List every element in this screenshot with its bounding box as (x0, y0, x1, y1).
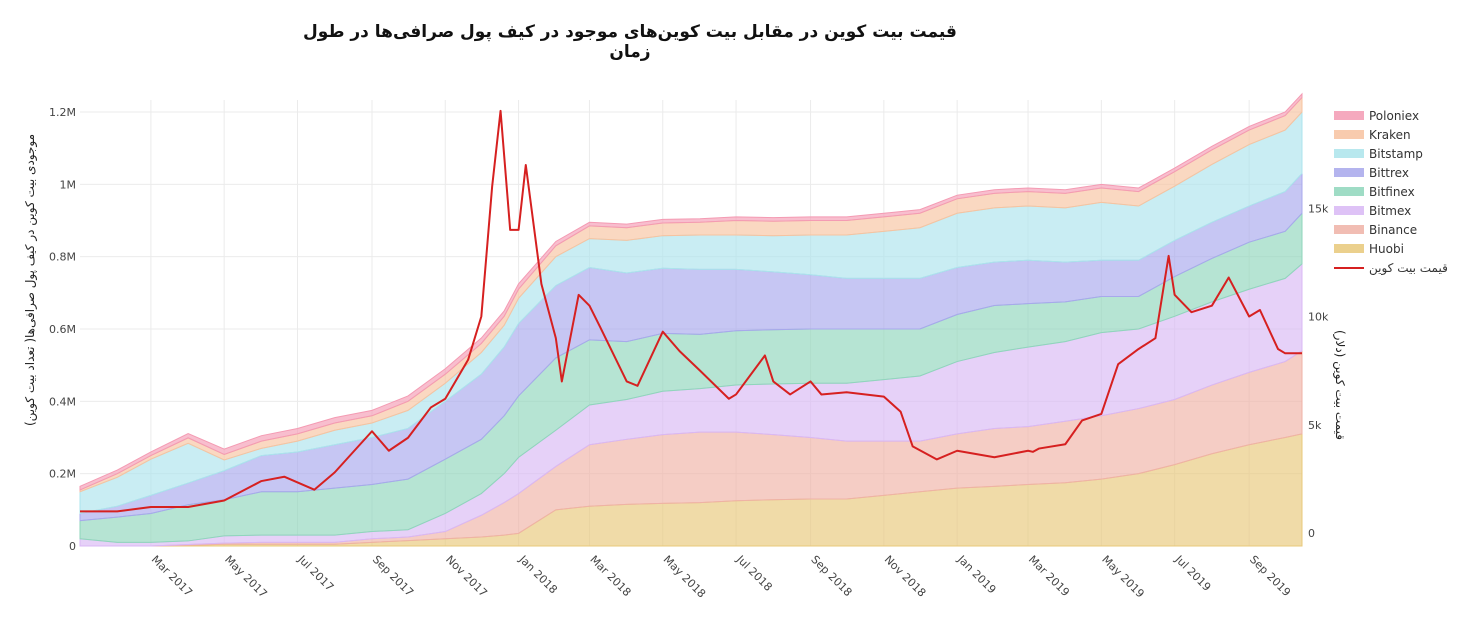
legend: Poloniex Kraken Bitstamp Bittrex Bitfinex Bit… (1334, 106, 1448, 277)
legend-label: Bitfinex (1369, 184, 1415, 199)
legend-item-bitfinex[interactable]: Bitfinex (1334, 182, 1448, 201)
x-tick-label: Jul 2018 (733, 552, 775, 594)
legend-label: Bittrex (1369, 165, 1409, 180)
x-tick-label: Jan 2019 (954, 552, 998, 596)
x-tick-label: May 2018 (661, 553, 709, 601)
area-series-group (79, 92, 1303, 547)
y-left-tick-label: 0.2M (49, 468, 76, 481)
x-tick-label: Sep 2018 (808, 553, 854, 599)
y-left-tick-label: 1.2M (49, 106, 76, 119)
legend-item-poloniex[interactable]: Poloniex (1334, 106, 1448, 125)
area-poloniex (79, 92, 1303, 491)
price-series-group (80, 109, 1302, 513)
legend-label: Bitstamp (1369, 146, 1423, 161)
legend-swatch (1334, 187, 1364, 196)
x-tick-label: Jan 2018 (516, 552, 560, 596)
legend-item-price[interactable]: قیمت بیت کوین (1334, 258, 1448, 277)
legend-label: قیمت بیت کوین (1369, 260, 1448, 275)
legend-line-swatch (1334, 266, 1364, 269)
chart-title: قیمت بیت کوین در مقابل بیت کوین‌های موجو… (303, 22, 957, 62)
x-tick-label: Nov 2017 (443, 553, 490, 600)
legend-swatch (1334, 111, 1364, 120)
x-tick-label: Nov 2018 (882, 553, 929, 600)
legend-label: Binance (1369, 222, 1418, 237)
legend-swatch (1334, 149, 1364, 158)
legend-item-bittrex[interactable]: Bittrex (1334, 163, 1448, 182)
legend-swatch (1334, 244, 1364, 253)
legend-label: Huobi (1369, 241, 1404, 256)
y-right-tick-label: 15k (1308, 202, 1329, 215)
y-left-tick-label: 0 (69, 540, 76, 553)
legend-label: Kraken (1369, 127, 1411, 142)
y-right-tick-label: 10k (1308, 311, 1329, 324)
y-axis-right-ticks: 0 5k 10k 15k (1308, 202, 1329, 540)
legend-swatch (1334, 168, 1364, 177)
x-tick-label: Mar 2019 (1026, 553, 1072, 599)
x-tick-label: Jul 2017 (295, 552, 337, 594)
y-right-tick-label: 0 (1308, 527, 1315, 540)
legend-item-huobi[interactable]: Huobi (1334, 239, 1448, 258)
y-left-tick-label: 0.4M (49, 395, 76, 408)
legend-item-binance[interactable]: Binance (1334, 220, 1448, 239)
x-tick-label: May 2019 (1099, 553, 1147, 601)
legend-swatch (1334, 225, 1364, 234)
legend-swatch (1334, 130, 1364, 139)
x-tick-label: May 2017 (222, 553, 270, 601)
legend-item-kraken[interactable]: Kraken (1334, 125, 1448, 144)
x-tick-label: Sep 2017 (370, 553, 416, 599)
x-tick-label: Mar 2018 (587, 553, 633, 599)
x-tick-label: Mar 2017 (149, 553, 195, 599)
y-left-tick-label: 0.6M (49, 323, 76, 336)
legend-label: Bitmex (1369, 203, 1412, 218)
y-left-tick-label: 1M (60, 178, 77, 191)
y-axis-left-ticks: 0 0.2M 0.4M 0.6M 0.8M 1M 1.2M (49, 106, 76, 553)
x-axis-ticks: Mar 2017 May 2017 Jul 2017 Sep 2017 Nov 2017… (149, 552, 1293, 600)
x-tick-label: Sep 2019 (1247, 553, 1293, 599)
legend-label: Poloniex (1369, 108, 1420, 123)
legend-item-bitstamp[interactable]: Bitstamp (1334, 144, 1448, 163)
legend-item-bitmex[interactable]: Bitmex (1334, 201, 1448, 220)
y-right-tick-label: 5k (1308, 419, 1322, 432)
legend-swatch (1334, 206, 1364, 215)
x-tick-label: Jul 2019 (1172, 552, 1214, 594)
y-left-tick-label: 0.8M (49, 251, 76, 264)
price-line (80, 109, 1302, 513)
